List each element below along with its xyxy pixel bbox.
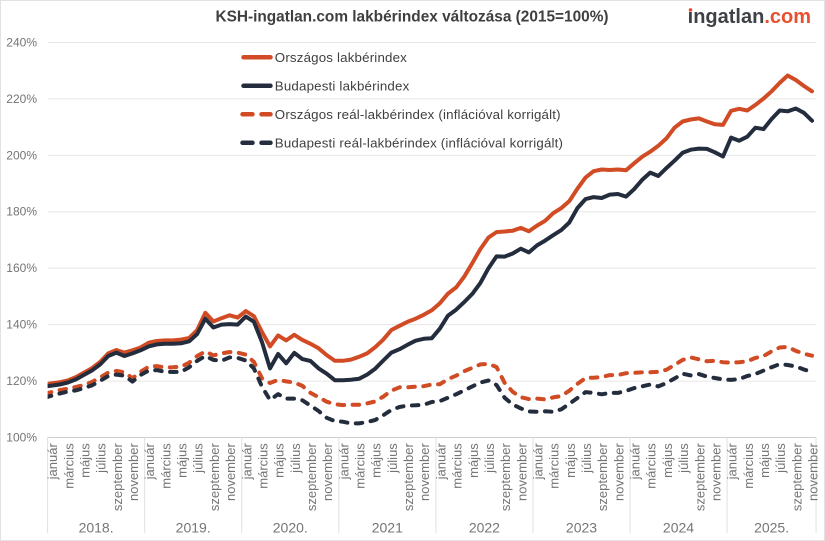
svg-text:július: július <box>385 443 400 474</box>
svg-text:2022: 2022 <box>469 520 500 536</box>
svg-text:szeptember: szeptember <box>498 443 513 512</box>
svg-text:március: március <box>450 443 465 489</box>
svg-text:140%: 140% <box>6 318 37 332</box>
svg-text:2018.: 2018. <box>79 520 114 536</box>
svg-text:március: március <box>741 443 756 489</box>
svg-text:január: január <box>433 443 448 481</box>
svg-text:2021: 2021 <box>372 520 403 536</box>
svg-text:március: március <box>547 443 562 489</box>
svg-text:Budapesti lakbérindex: Budapesti lakbérindex <box>275 79 410 94</box>
svg-text:július: július <box>191 443 206 474</box>
svg-text:május: május <box>369 443 384 478</box>
svg-text:szeptember: szeptember <box>789 443 804 512</box>
svg-text:január: január <box>45 443 60 481</box>
svg-text:január: január <box>142 443 157 481</box>
svg-text:szeptember: szeptember <box>401 443 416 512</box>
svg-text:május: május <box>175 443 190 478</box>
svg-text:július: július <box>482 443 497 474</box>
svg-text:május: május <box>78 443 93 478</box>
svg-text:május: május <box>563 443 578 478</box>
svg-text:szeptember: szeptember <box>692 443 707 512</box>
svg-text:január: január <box>531 443 546 481</box>
svg-text:július: július <box>676 443 691 474</box>
svg-text:2024: 2024 <box>663 520 694 536</box>
svg-text:KSH-ingatlan.com lakbérindex v: KSH-ingatlan.com lakbérindex változása (… <box>215 9 608 26</box>
svg-text:július: július <box>579 443 594 474</box>
svg-text:november: november <box>806 443 821 501</box>
svg-text:120%: 120% <box>6 374 37 388</box>
svg-text:100%: 100% <box>6 430 37 444</box>
svg-text:200%: 200% <box>6 148 37 162</box>
svg-text:szeptember: szeptember <box>207 443 222 512</box>
svg-text:március: március <box>61 443 76 489</box>
svg-text:november: november <box>320 443 335 501</box>
svg-text:március: március <box>644 443 659 489</box>
svg-text:május: május <box>660 443 675 478</box>
svg-text:november: november <box>611 443 626 501</box>
svg-text:240%: 240% <box>6 35 37 49</box>
svg-text:2020.: 2020. <box>273 520 308 536</box>
svg-text:május: május <box>466 443 481 478</box>
svg-text:május: május <box>757 443 772 478</box>
svg-text:július: július <box>773 443 788 474</box>
svg-text:2025.: 2025. <box>754 520 789 536</box>
svg-text:november: november <box>514 443 529 501</box>
svg-text:november: november <box>126 443 141 501</box>
svg-text:2023: 2023 <box>566 520 597 536</box>
svg-text:160%: 160% <box>6 261 37 275</box>
svg-text:május: május <box>272 443 287 478</box>
svg-text:szeptember: szeptember <box>110 443 125 512</box>
svg-text:2019.: 2019. <box>176 520 211 536</box>
svg-text:220%: 220% <box>6 92 37 106</box>
svg-text:március: március <box>256 443 271 489</box>
svg-text:szeptember: szeptember <box>595 443 610 512</box>
svg-text:180%: 180% <box>6 205 37 219</box>
svg-text:március: március <box>158 443 173 489</box>
svg-text:január: január <box>725 443 740 481</box>
svg-text:január: január <box>336 443 351 481</box>
svg-text:január: január <box>239 443 254 481</box>
svg-text:január: január <box>628 443 643 481</box>
svg-text:március: március <box>353 443 368 489</box>
svg-text:július: július <box>288 443 303 474</box>
svg-text:november: november <box>708 443 723 501</box>
svg-text:november: november <box>417 443 432 501</box>
svg-text:november: november <box>223 443 238 501</box>
svg-text:Országos reál-lakbérindex (inf: Országos reál-lakbérindex (inflációval k… <box>275 107 561 122</box>
svg-text:Országos lakbérindex: Országos lakbérindex <box>275 50 407 65</box>
svg-text:ingatlan.com: ingatlan.com <box>688 6 811 28</box>
svg-text:július: július <box>94 443 109 474</box>
svg-text:szeptember: szeptember <box>304 443 319 512</box>
svg-text:Budapesti reál-lakbérindex (in: Budapesti reál-lakbérindex (inflációval … <box>275 136 563 151</box>
